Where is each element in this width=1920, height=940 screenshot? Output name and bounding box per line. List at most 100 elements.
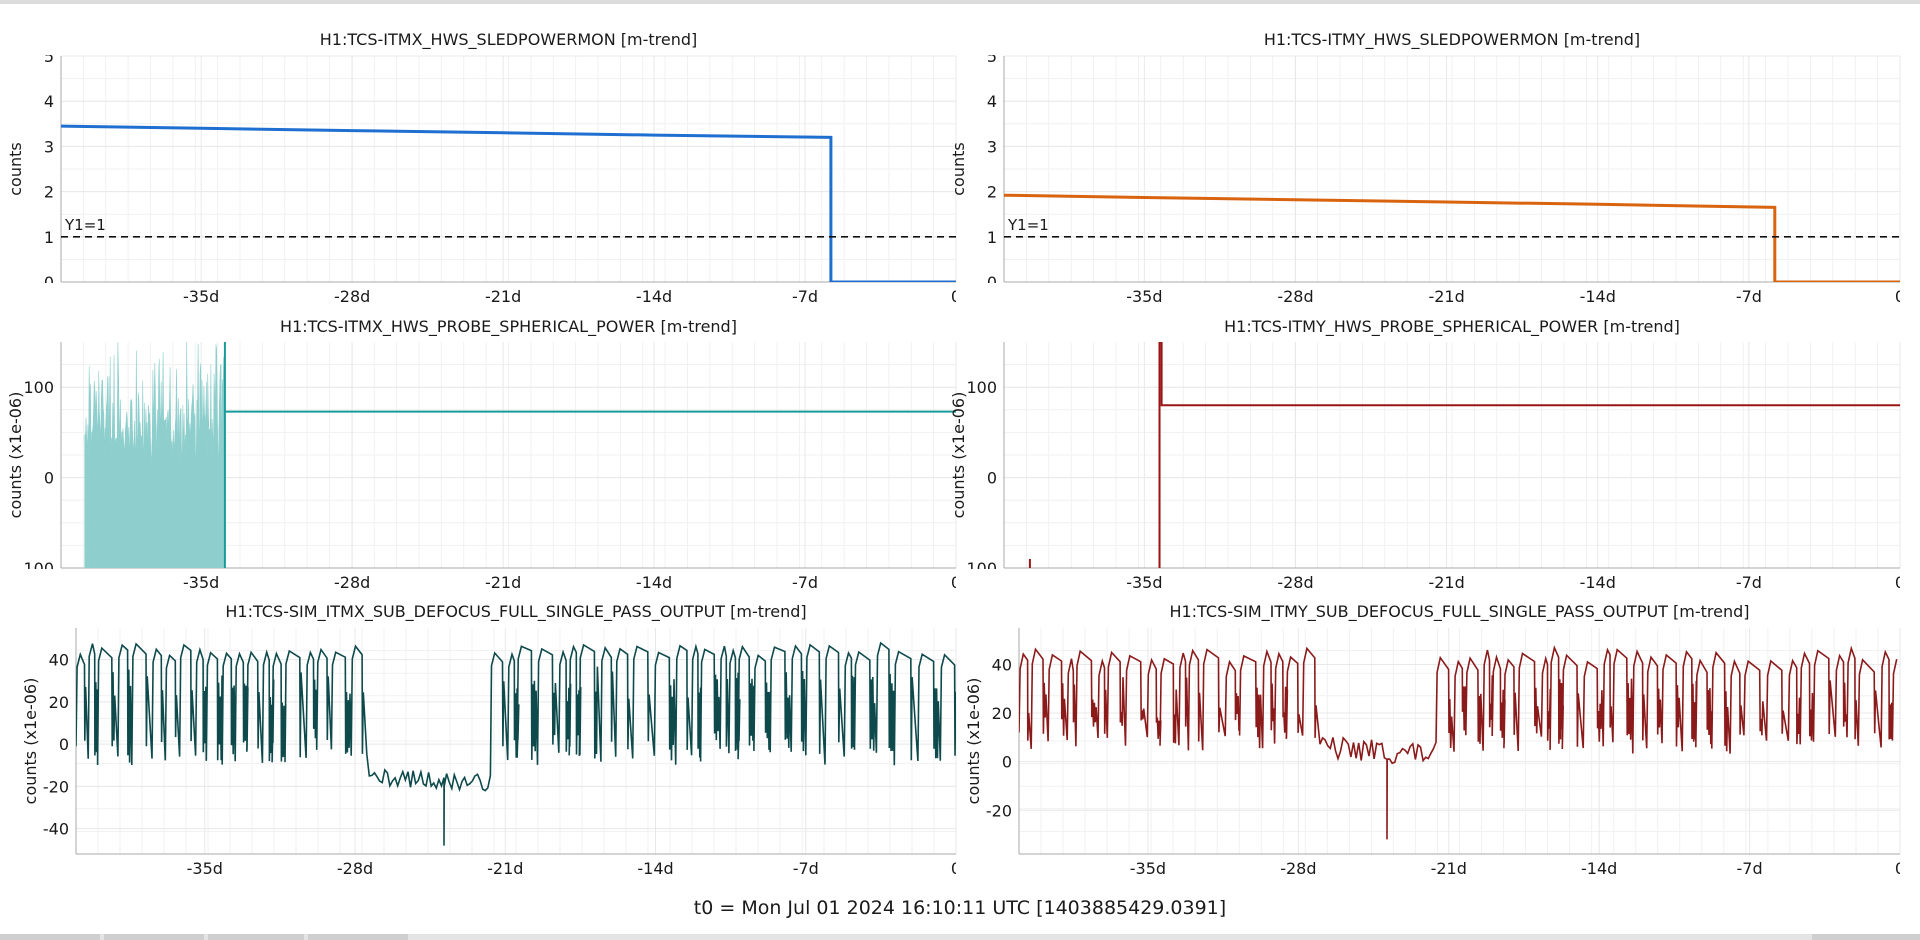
plot-area (76, 641, 956, 846)
y-tick-label: 100 (966, 378, 997, 397)
x-tick-label: -7d (1736, 573, 1762, 592)
chart-itmy-defocus: H1:TCS-SIM_ITMY_SUB_DEFOCUS_FULL_SINGLE_… (964, 602, 1901, 878)
plot-area (1004, 193, 1900, 282)
chart-title: H1:TCS-ITMX_HWS_SLEDPOWERMON [m-trend] (320, 30, 698, 50)
bottom-tab-3[interactable] (208, 934, 304, 940)
x-tick-label: -14d (637, 859, 673, 878)
series-line-2 (1158, 342, 1900, 568)
plot-area (1028, 342, 1900, 568)
x-tick-labels: -35d -28d -21d -14d -7d 0 (1130, 859, 1900, 878)
x-tick-label: -14d (1580, 573, 1616, 592)
y-axis-label: counts (x1e-06) (949, 392, 968, 519)
x-tick-labels: -35d -28d -21d -14d -7d 0 (183, 287, 961, 306)
chart-itmx-defocus: H1:TCS-SIM_ITMX_SUB_DEFOCUS_FULL_SINGLE_… (21, 602, 961, 878)
x-tick-labels: -35d -28d -21d -14d -7d 0 (187, 859, 961, 878)
y-tick-label: 5 (44, 47, 54, 66)
x-tick-label: -28d (1277, 573, 1313, 592)
y-tick-label: 5 (987, 47, 997, 66)
x-tick-label: -14d (1581, 859, 1617, 878)
bottom-tab-4[interactable] (308, 934, 408, 940)
y-tick-label: 3 (44, 137, 54, 156)
x-tick-label: 0 (1895, 287, 1905, 306)
y-tick-label: 1 (987, 228, 997, 247)
chart-title: H1:TCS-SIM_ITMY_SUB_DEFOCUS_FULL_SINGLE_… (1169, 602, 1749, 622)
y-tick-label: 4 (44, 92, 54, 111)
x-tick-labels: -35d -28d -21d -14d -7d 0 (1126, 287, 1905, 306)
y-tick-labels: 100 0 100 (23, 378, 54, 578)
chart-itmy-probe: H1:TCS-ITMY_HWS_PROBE_SPHERICAL_POWER [m… (949, 317, 1905, 592)
x-tick-label: -28d (337, 859, 373, 878)
chart-title: H1:TCS-SIM_ITMX_SUB_DEFOCUS_FULL_SINGLE_… (225, 602, 806, 622)
y-tick-label: 0 (987, 273, 997, 292)
bottom-tab-1[interactable] (0, 934, 100, 940)
x-tick-label: -28d (334, 287, 370, 306)
bottom-tab-2[interactable] (104, 934, 204, 940)
x-tick-label: -35d (187, 859, 223, 878)
y-tick-label: 4 (987, 92, 997, 111)
x-tick-label: -7d (792, 573, 818, 592)
x-tick-label: -21d (485, 573, 521, 592)
x-tick-label: 0 (1895, 573, 1905, 592)
y-tick-label: 2 (987, 183, 997, 202)
series-line-1 (61, 124, 956, 282)
series-line-1 (1019, 645, 1898, 840)
plot-area (61, 124, 956, 282)
chart-title: H1:TCS-ITMX_HWS_PROBE_SPHERICAL_POWER [m… (280, 317, 737, 337)
y-tick-label: 100 (966, 559, 997, 578)
series-line-1 (223, 342, 956, 568)
x-tick-label: -21d (485, 287, 521, 306)
y-tick-label: 3 (987, 137, 997, 156)
x-tick-label: -21d (1428, 573, 1464, 592)
x-tick-label: -21d (487, 859, 523, 878)
y-tick-label: 20 (49, 693, 69, 712)
x-tick-label: 0 (951, 573, 961, 592)
x-tick-label: -28d (334, 573, 370, 592)
x-tick-label: -28d (1277, 287, 1313, 306)
y-tick-label: 0 (44, 273, 54, 292)
plot-area (1019, 645, 1898, 840)
series-line-1 (1004, 193, 1900, 282)
y-tick-labels: -40 -20 0 20 40 (43, 651, 69, 839)
y-tick-label: -20 (43, 777, 69, 796)
reference-label: Y1=1 (1007, 216, 1049, 234)
y-tick-label: 100 (23, 559, 54, 578)
x-tick-label: 0 (951, 859, 961, 878)
y-tick-label: 0 (987, 469, 997, 488)
y-tick-label: 1 (44, 228, 54, 247)
y-tick-label: 20 (992, 704, 1012, 723)
plot-area (84, 342, 956, 568)
x-tick-label: -35d (183, 287, 219, 306)
noise-band-area (84, 342, 226, 568)
x-tick-label: -7d (792, 287, 818, 306)
chart-canvas: H1:TCS-ITMX_HWS_SLEDPOWERMON [m-trend] co… (6, 30, 1905, 878)
y-tick-labels: -20 0 20 40 (986, 655, 1012, 820)
reference-label: Y1=1 (64, 216, 106, 234)
y-tick-label: 0 (44, 469, 54, 488)
chart-itmy-sled: H1:TCS-ITMY_HWS_SLEDPOWERMON [m-trend] co… (949, 30, 1905, 306)
chart-title: H1:TCS-ITMY_HWS_PROBE_SPHERICAL_POWER [m… (1224, 317, 1680, 337)
t0-footer-label: t0 = Mon Jul 01 2024 16:10:11 UTC [14038… (693, 897, 1227, 919)
y-tick-label: 40 (49, 651, 69, 670)
x-tick-labels: -35d -28d -21d -14d -7d 0 (1126, 573, 1905, 592)
y-tick-label: 100 (23, 378, 54, 397)
y-axis-label: counts (949, 142, 968, 195)
y-tick-label: 2 (44, 183, 54, 202)
x-tick-label: 0 (951, 287, 961, 306)
y-tick-label: 40 (992, 655, 1012, 674)
y-tick-label: 0 (1002, 753, 1012, 772)
x-tick-label: -35d (183, 573, 219, 592)
x-tick-label: -14d (1580, 287, 1616, 306)
x-tick-label: -7d (1736, 287, 1762, 306)
x-tick-label: -28d (1280, 859, 1316, 878)
y-axis-label: counts (x1e-06) (6, 392, 25, 519)
series-line-1 (76, 641, 956, 846)
chart-itmx-sled: H1:TCS-ITMX_HWS_SLEDPOWERMON [m-trend] co… (6, 30, 961, 306)
window-top-border (0, 0, 1920, 4)
bottom-tab-5[interactable] (1812, 934, 1920, 940)
y-tick-label: -40 (43, 820, 69, 839)
y-axis-label: counts (x1e-06) (21, 678, 40, 805)
x-tick-label: -21d (1431, 859, 1467, 878)
x-tick-label: -35d (1130, 859, 1166, 878)
chart-title: H1:TCS-ITMY_HWS_SLEDPOWERMON [m-trend] (1264, 30, 1640, 50)
y-axis-label: counts (6, 142, 25, 195)
